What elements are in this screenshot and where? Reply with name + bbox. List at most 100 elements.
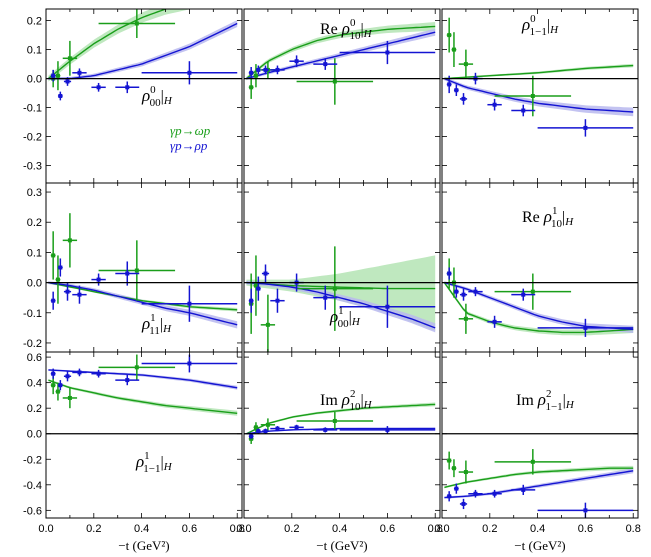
rho-data-point bbox=[447, 271, 452, 276]
omega-data-point bbox=[249, 85, 254, 90]
omega-data-point bbox=[530, 289, 535, 294]
rho-data-point bbox=[249, 434, 254, 439]
omega-data-point bbox=[134, 365, 139, 370]
x-tick-label: 0.0 bbox=[38, 523, 53, 535]
rho-data-point bbox=[294, 59, 299, 64]
rho-model-curve bbox=[246, 31, 436, 80]
rho-data-point bbox=[583, 325, 588, 330]
rho-data-point bbox=[492, 102, 497, 107]
y-tick-label: -0.2 bbox=[23, 132, 42, 144]
rho-data-point bbox=[521, 292, 526, 297]
y-tick-label: 0.1 bbox=[27, 247, 42, 259]
y-tick-label: -0.2 bbox=[23, 338, 42, 350]
omega-data-point bbox=[67, 395, 72, 400]
y-tick-label: 0.6 bbox=[27, 352, 42, 364]
rho-data-point bbox=[65, 374, 70, 379]
y-tick-label: 0.4 bbox=[27, 378, 42, 390]
rho-data-point bbox=[263, 271, 268, 276]
omega-data-point bbox=[253, 283, 258, 288]
omega-data-point bbox=[451, 47, 456, 52]
omega-data-point bbox=[55, 277, 60, 282]
rho-data-point bbox=[275, 426, 280, 431]
rho-data-point bbox=[461, 501, 466, 506]
rho-model-curve bbox=[246, 281, 436, 329]
omega-data-point bbox=[134, 268, 139, 273]
rho-data-point bbox=[51, 298, 56, 303]
panel-points bbox=[50, 213, 238, 322]
y-tick-label: 0.0 bbox=[27, 429, 42, 441]
rho-data-point bbox=[96, 371, 101, 376]
rho-error-band bbox=[48, 20, 238, 81]
omega-model-curve bbox=[443, 282, 634, 334]
rho-error-band bbox=[444, 76, 634, 117]
rho-data-point bbox=[461, 96, 466, 101]
x-tick-label: 0.0 bbox=[434, 523, 449, 535]
rho-data-point bbox=[385, 304, 390, 309]
x-tick-label: 0.8 bbox=[230, 523, 245, 535]
y-tick-label: -0.4 bbox=[23, 480, 42, 492]
rho-data-point bbox=[521, 487, 526, 492]
rho-data-point bbox=[521, 108, 526, 113]
panel-points bbox=[248, 246, 436, 352]
omega-data-point bbox=[463, 470, 468, 475]
panel-frame bbox=[441, 351, 639, 519]
rho-data-point bbox=[51, 73, 56, 78]
x-axis-title: −t (GeV²) bbox=[514, 538, 565, 553]
rho-data-point bbox=[385, 50, 390, 55]
panel-label-1-0: ρ1 11|H bbox=[141, 312, 172, 337]
rho-data-point bbox=[492, 319, 497, 324]
panel-bands bbox=[444, 63, 634, 117]
rho-data-point bbox=[583, 508, 588, 513]
rho-error-band bbox=[48, 281, 238, 329]
rho-data-point bbox=[323, 427, 328, 432]
rho-data-point bbox=[77, 292, 82, 297]
rho-data-point bbox=[187, 301, 192, 306]
panel-label-0-2: ρ0 1−1|H bbox=[521, 13, 559, 38]
x-tick-label: 0.4 bbox=[332, 523, 347, 535]
y-tick-label: 0.3 bbox=[27, 187, 42, 199]
rho-data-point bbox=[583, 125, 588, 130]
x-tick-label: 0.6 bbox=[182, 523, 197, 535]
y-tick-label: 0.2 bbox=[27, 403, 42, 415]
x-tick-label: 0.2 bbox=[482, 523, 497, 535]
omega-data-point bbox=[51, 383, 56, 388]
omega-data-point bbox=[447, 458, 452, 463]
rho-data-point bbox=[187, 70, 192, 75]
rho-data-point bbox=[125, 85, 130, 90]
omega-data-point bbox=[253, 425, 258, 430]
omega-data-point bbox=[463, 316, 468, 321]
y-tick-label: -0.3 bbox=[23, 161, 42, 173]
omega-model-curve bbox=[48, 379, 238, 414]
panel-points bbox=[248, 40, 436, 105]
y-tick-label: -0.6 bbox=[23, 505, 42, 517]
omega-data-point bbox=[67, 238, 72, 243]
panel-frame bbox=[243, 351, 441, 519]
panel-curves bbox=[246, 281, 436, 329]
rho-data-point bbox=[385, 427, 390, 432]
omega-data-point bbox=[134, 21, 139, 26]
y-tick-label: 0.1 bbox=[27, 45, 42, 57]
rho-data-point bbox=[77, 70, 82, 75]
rho-data-point bbox=[249, 298, 254, 303]
rho-error-band bbox=[444, 468, 634, 499]
rho-data-point bbox=[58, 383, 63, 388]
omega-data-point bbox=[463, 62, 468, 67]
panel-label-2-2: Im ρ2 1−1|H bbox=[516, 388, 575, 413]
y-tick-label: 0.2 bbox=[27, 217, 42, 229]
x-tick-label: 0.8 bbox=[428, 523, 443, 535]
rho-data-point bbox=[263, 67, 268, 72]
rho-data-point bbox=[65, 289, 70, 294]
x-tick-label: 0.4 bbox=[530, 523, 545, 535]
x-tick-label: 0.4 bbox=[134, 523, 149, 535]
omega-data-point bbox=[67, 56, 72, 61]
rho-data-point bbox=[65, 79, 70, 84]
panel-bands bbox=[48, 9, 238, 82]
panel-points bbox=[50, 354, 238, 409]
panel-label-1-2: Re ρ1 10|H bbox=[522, 205, 574, 230]
rho-data-point bbox=[125, 271, 130, 276]
x-tick-label: 0.2 bbox=[284, 523, 299, 535]
omega-data-point bbox=[265, 422, 270, 427]
legend-omega-label: γp→ωp bbox=[170, 123, 211, 138]
rho-data-point bbox=[51, 371, 56, 376]
